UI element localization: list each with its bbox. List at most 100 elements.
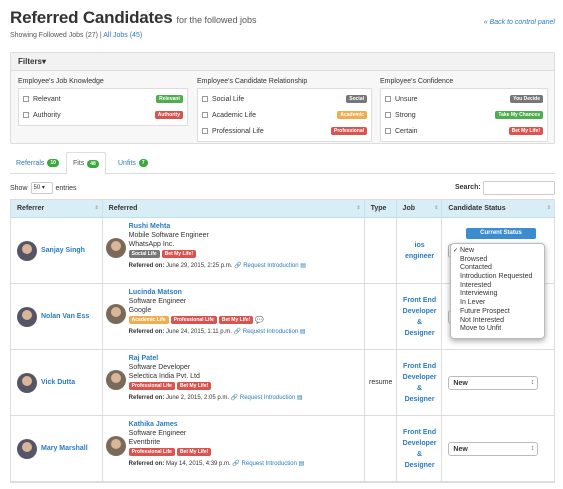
avatar [17, 241, 37, 261]
filter-option-label: Authority [33, 111, 61, 119]
filter-option[interactable]: Professional Life Professional [202, 123, 367, 139]
candidate-name-link[interactable]: Raj Patel [128, 355, 159, 362]
checkbox[interactable] [202, 112, 208, 118]
job-cell: Front End Developer & Designer [397, 416, 443, 481]
status-option[interactable]: Not Interested [460, 316, 504, 324]
checkbox[interactable] [385, 96, 391, 102]
filter-option-label: Relevant [33, 95, 61, 103]
job-link[interactable]: ios engineer [397, 240, 443, 262]
col-label: Type [370, 205, 387, 212]
candidate-name-link[interactable]: Rushi Mehta [128, 223, 171, 230]
candidate-status-select[interactable]: New [448, 442, 539, 456]
filter-option[interactable]: Certain Bet My Life! [385, 123, 543, 139]
checkbox[interactable] [23, 96, 29, 102]
job-title-line: Designer [404, 396, 435, 403]
filter-option[interactable]: Social Life Social [202, 91, 367, 107]
comment-icon[interactable]: 💬 [255, 317, 264, 324]
search-input[interactable] [483, 181, 555, 195]
job-cell: Front End Developer & Designer [397, 350, 443, 415]
candidate-name-link[interactable]: Kathika James [128, 421, 178, 428]
job-link[interactable]: Front End Developer & Designer [397, 361, 443, 405]
filter-group-title: Employee's Candidate Relationship [197, 78, 308, 85]
checkbox[interactable] [202, 96, 208, 102]
filters-label: Filters [18, 57, 43, 66]
checkbox[interactable] [385, 128, 391, 134]
referred-on-date: May 14, 2015, 4:39 p.m. [166, 461, 231, 467]
status-option[interactable]: New [451, 247, 544, 256]
col-candidate-status[interactable]: Candidate Status ⇕ [442, 200, 554, 217]
job-title-line: Developer [402, 308, 437, 315]
col-type[interactable]: Type [365, 200, 397, 217]
filter-option[interactable]: Unsure You Decide [385, 91, 543, 107]
filter-options: Social Life Social Academic Life Academic Pr… [197, 88, 372, 142]
status-option[interactable]: Interested [460, 281, 492, 289]
count-badge: 10 [47, 159, 59, 167]
type-cell: resume [365, 350, 397, 415]
filter-options: Unsure You Decide Strong Take My Chances Cer… [380, 88, 548, 142]
job-title-line: Developer [402, 374, 437, 381]
avatar [105, 304, 126, 324]
referrer-name-link[interactable]: Nolan Van Ess [41, 313, 90, 320]
status-value: New [453, 380, 468, 387]
job-title-line: Designer [404, 462, 435, 469]
job-link[interactable]: Front End Developer & Designer [397, 295, 443, 339]
col-referrer[interactable]: Referrer ⇕ [11, 200, 103, 217]
filters-toggle[interactable]: Filters▾ [11, 53, 554, 71]
job-cell: ios engineer [397, 218, 443, 283]
tab-fits[interactable]: Fits 48 [66, 152, 106, 175]
show-entries: Show 50 ▾ entries [10, 182, 77, 194]
request-introduction-link[interactable]: 🔗 Request Introduction ▤ [233, 329, 306, 335]
filter-option[interactable]: Authority Authority [23, 107, 183, 123]
candidate-role: Mobile Software Engineer [128, 232, 209, 239]
relationship-tag: Professional Life [170, 316, 217, 324]
request-introduction-link[interactable]: 🔗 Request Introduction ▤ [234, 263, 306, 269]
checkbox[interactable] [385, 112, 391, 118]
current-status-button[interactable]: Current Status [466, 228, 536, 239]
avatar [17, 373, 37, 393]
type-cell [365, 284, 397, 349]
control-panel-link[interactable]: control panel [514, 19, 555, 26]
tab-referrals[interactable]: Referrals 10 [10, 152, 65, 174]
candidate-status-select[interactable]: New [448, 376, 539, 390]
followed-jobs-text: Showing Followed Jobs (27) [10, 32, 98, 39]
status-cell: New [442, 350, 554, 415]
entries-select[interactable]: 50 ▾ [30, 182, 53, 194]
referrer-name-link[interactable]: Vick Dutta [41, 379, 76, 386]
referral-info: Referred on: June 2, 2015, 2:05 p.m. 🔗 R… [129, 394, 303, 401]
status-option[interactable]: In Lever [460, 299, 486, 307]
status-option[interactable]: Interviewing [460, 290, 498, 298]
filter-option[interactable]: Relevant Relevant [23, 91, 183, 107]
chevron-down-icon: ▾ [41, 185, 45, 191]
job-title-line: & [417, 451, 423, 458]
checkbox[interactable] [202, 128, 208, 134]
filter-group-title: Employee's Job Knowledge [18, 78, 104, 85]
filter-option[interactable]: Academic Life Academic [202, 107, 367, 123]
job-link[interactable]: Front End Developer & Designer [397, 427, 443, 471]
filter-option[interactable]: Strong Take My Chances [385, 107, 543, 123]
request-introduction-label: Request Introduction [242, 329, 299, 335]
table-row: Mary Marshall Kathika James Software Eng… [11, 416, 554, 482]
col-job[interactable]: Job ⇕ [397, 200, 443, 217]
filter-group: Employee's Confidence Unsure You Decide Str… [380, 78, 548, 142]
referred-cell: Kathika James Software Engineer Eventbri… [103, 416, 365, 481]
filter-badge: Academic [337, 111, 367, 119]
tab-unfits[interactable]: Unfits 7 [112, 152, 154, 174]
referrer-name-link[interactable]: Mary Marshall [41, 445, 88, 452]
sort-icon: ⇕ [356, 205, 361, 211]
job-title-line: ios [414, 242, 425, 249]
status-option[interactable]: Browsed [460, 255, 488, 263]
all-jobs-link[interactable]: All Jobs (45) [103, 32, 143, 39]
count-badge: 48 [87, 159, 99, 168]
status-option[interactable]: Contacted [460, 264, 492, 272]
status-option[interactable]: Introduction Requested [460, 273, 533, 281]
col-referred[interactable]: Referred ⇕ [103, 200, 365, 217]
request-introduction-link[interactable]: 🔗 Request Introduction ▤ [232, 461, 305, 467]
referrer-name-link[interactable]: Sanjay Singh [41, 247, 85, 254]
checkbox[interactable] [23, 112, 29, 118]
filter-badge: Take My Chances [495, 111, 543, 119]
status-option[interactable]: Move to Unfit [460, 325, 502, 333]
status-option[interactable]: Future Prospect [460, 307, 510, 315]
back-to-control-panel-link[interactable]: « Back to control panel [484, 19, 555, 26]
request-introduction-link[interactable]: 🔗 Request Introduction ▤ [230, 395, 303, 401]
candidate-name-link[interactable]: Lucinda Matson [128, 289, 182, 296]
